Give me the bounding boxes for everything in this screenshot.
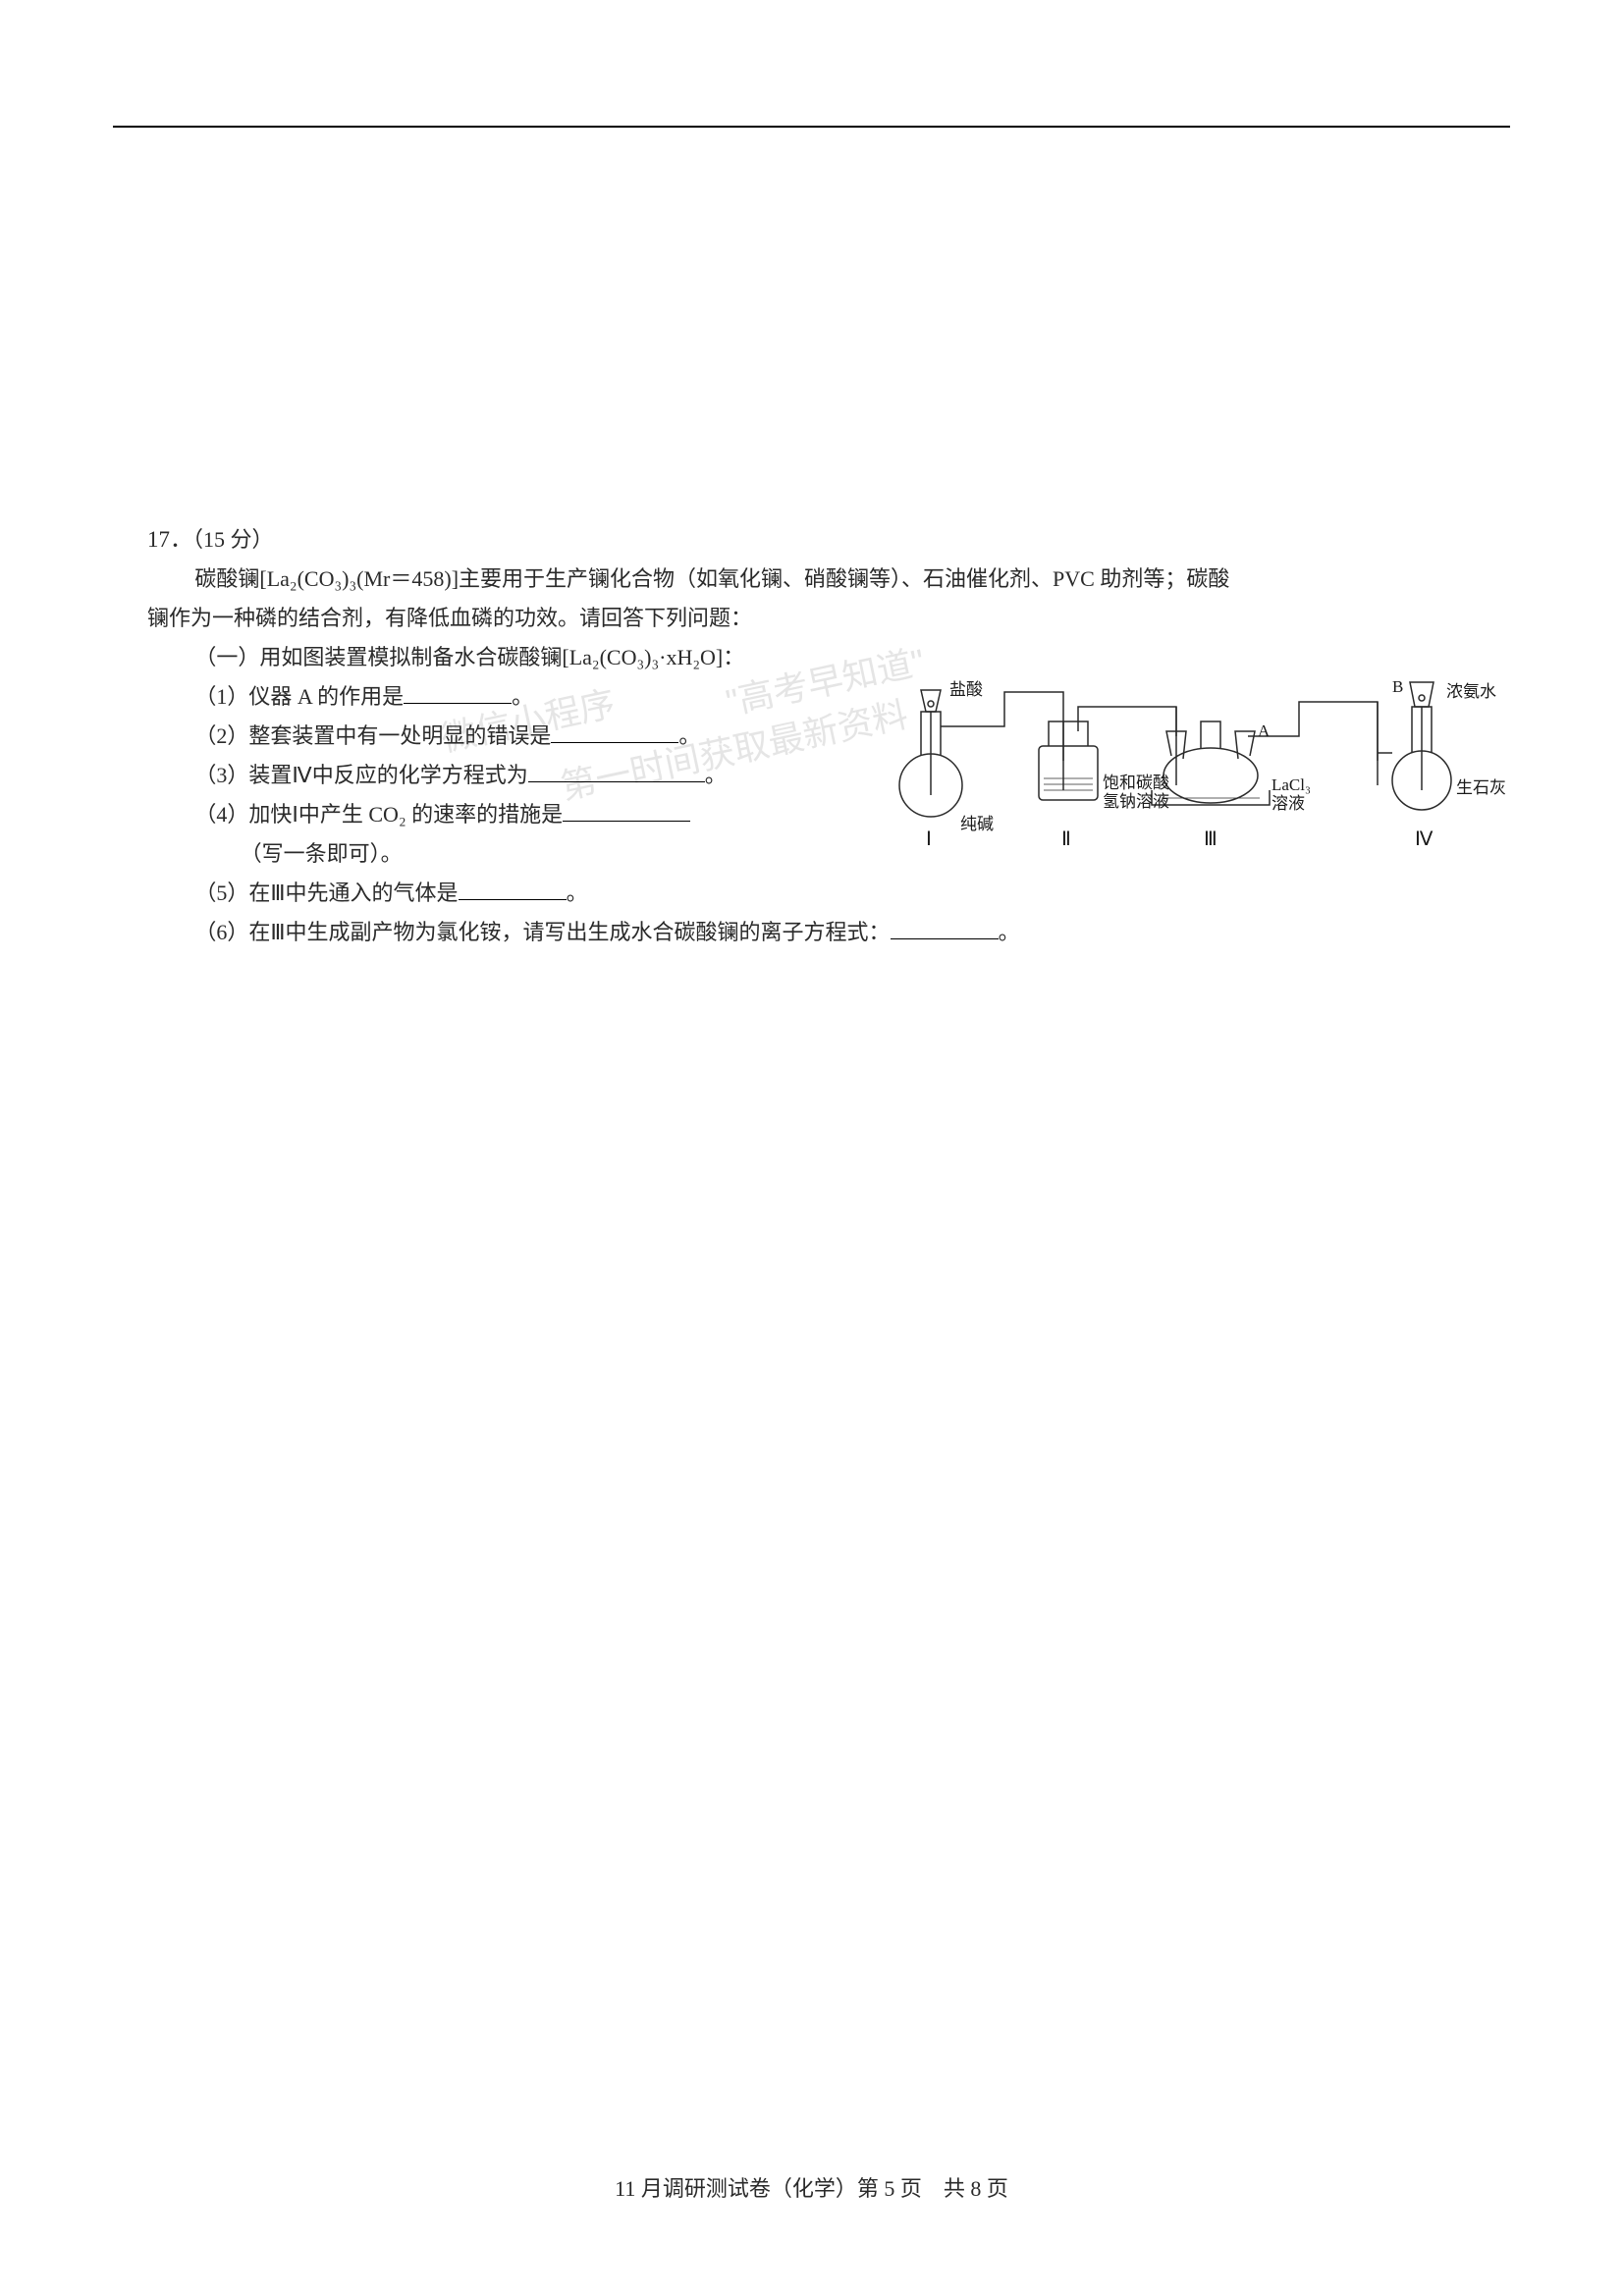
label-lacl3-2: 溶液 <box>1271 784 1305 824</box>
sub-question-5: （5）在Ⅲ中先通入的气体是。 <box>147 874 1505 913</box>
intro-formula: [La₂(CO₃)₃(Mr＝458)] <box>259 566 459 591</box>
sub-question-6: （6）在Ⅲ中生成副产物为氯化铵，请写出生成水合碳酸镧的离子方程式：。 <box>147 913 1505 952</box>
label-B: B <box>1392 667 1403 707</box>
roman-3: Ⅲ <box>1204 820 1217 859</box>
label-hcl: 盐酸 <box>949 670 983 710</box>
intro-line-1: 碳酸镧[La₂(CO₃)₃(Mr＝458)]主要用于生产镧化合物（如氧化镧、硝酸… <box>147 560 1505 599</box>
page-footer: 11 月调研测试卷（化学）第 5 页 共 8 页 <box>0 2171 1623 2203</box>
label-pure-alkali: 纯碱 <box>960 805 994 844</box>
label-nahco3-2: 氢钠溶液 <box>1103 782 1169 822</box>
label-A: A <box>1258 712 1270 751</box>
question-number: 17． <box>147 527 192 552</box>
intro-line-2: 镧作为一种磷的结合剂，有降低血磷的功效。请回答下列问题： <box>147 599 1505 638</box>
blank-3 <box>528 761 705 782</box>
roman-1: Ⅰ <box>926 820 932 859</box>
roman-4: Ⅳ <box>1415 820 1433 859</box>
blank-4 <box>563 800 690 822</box>
blank-1 <box>404 682 512 704</box>
apparatus-diagram: 盐酸 纯碱 饱和碳酸 氢钠溶液 A LaCl₃ 溶液 B 浓氨水 生石灰 Ⅰ Ⅱ… <box>877 653 1505 849</box>
question-content: 17．（15 分） 碳酸镧[La₂(CO₃)₃(Mr＝458)]主要用于生产镧化… <box>147 520 1505 952</box>
blank-5 <box>459 879 567 900</box>
blank-2 <box>551 721 678 743</box>
question-header: 17．（15 分） <box>147 520 1505 560</box>
question-points: （15 分） <box>192 527 274 552</box>
label-cao: 生石灰 <box>1456 769 1506 808</box>
blank-6 <box>891 918 999 939</box>
top-horizontal-rule <box>113 126 1510 128</box>
roman-2: Ⅱ <box>1061 820 1071 859</box>
label-ammonia: 浓氨水 <box>1446 672 1496 712</box>
